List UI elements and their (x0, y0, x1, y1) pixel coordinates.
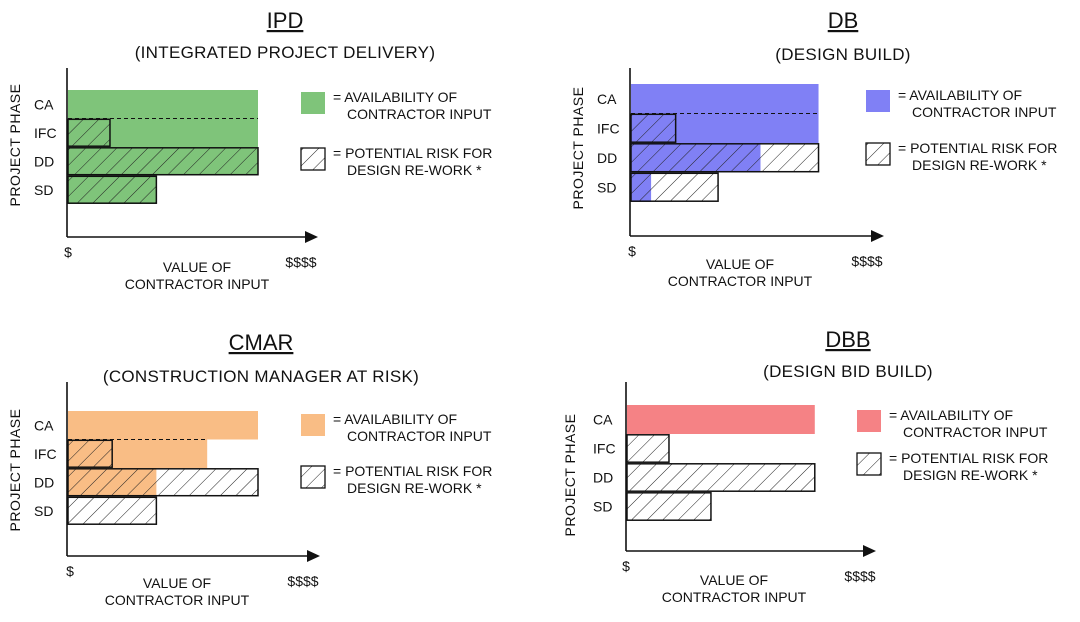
ipd-legend-risk-line1: = POTENTIAL RISK FOR (333, 145, 492, 161)
cmar-risk-bar-ifc (67, 439, 113, 468)
cmar-y-axis-label: PROJECT PHASE (7, 409, 23, 532)
db-x-axis-label-line1: VALUE OF (706, 256, 774, 272)
db-x-start-label: $ (628, 243, 636, 259)
dbb-chart-subtitle: (DESIGN BID BUILD) (763, 362, 933, 381)
dbb-category-label-ifc: IFC (593, 441, 616, 457)
ipd-category-label-ca: CA (34, 96, 54, 112)
dbb-x-axis-label-line2: CONTRACTOR INPUT (662, 589, 807, 605)
db-risk-bar-sd (630, 172, 719, 202)
ipd-x-end-label: $$$$ (285, 254, 316, 270)
cmar-legend-risk-line1: = POTENTIAL RISK FOR (333, 463, 492, 479)
db-x-axis-label-line2: CONTRACTOR INPUT (668, 273, 813, 289)
ipd-category-label-sd: SD (34, 182, 53, 198)
dbb-y-axis-label: PROJECT PHASE (562, 414, 578, 537)
ipd-risk-bar-dd (67, 147, 259, 176)
ipd-legend-risk-line2: DESIGN RE-WORK * (347, 162, 482, 178)
ipd-y-axis-label: PROJECT PHASE (7, 84, 23, 207)
dbb-x-end-label: $$$$ (844, 568, 875, 584)
dbb-x-axis-label-line1: VALUE OF (700, 572, 768, 588)
cmar-legend-availability-line2: CONTRACTOR INPUT (347, 428, 492, 444)
cmar-risk-bar-sd (67, 496, 158, 525)
ipd-chart-subtitle: (INTEGRATED PROJECT DELIVERY) (135, 43, 436, 62)
db-x-end-label: $$$$ (851, 253, 882, 269)
dbb-risk-bar-sd (626, 492, 712, 521)
cmar-availability-bar-ca (68, 411, 258, 440)
dbb-x-axis-arrow-icon (863, 545, 876, 557)
db-risk-bar-ifc (630, 113, 677, 143)
cmar-category-label-ca: CA (34, 417, 54, 433)
cmar-category-label-dd: DD (34, 474, 54, 490)
cmar-chart-subtitle: (CONSTRUCTION MANAGER AT RISK) (103, 367, 419, 386)
ipd-x-axis-label-line2: CONTRACTOR INPUT (125, 276, 270, 292)
ipd-x-start-label: $ (64, 244, 72, 260)
cmar-risk-bar-dd (67, 468, 259, 497)
cmar-category-label-sd: SD (34, 503, 53, 519)
cmar-legend-availability-line1: = AVAILABILITY OF (333, 411, 457, 427)
db-category-label-ca: CA (597, 91, 617, 107)
dbb-legend-availability-swatch (857, 410, 881, 432)
db-risk-bar-dd (630, 143, 820, 173)
cmar-chart-title: CMAR (229, 330, 294, 355)
db-category-label-ifc: IFC (597, 120, 620, 136)
db-legend-availability-line2: CONTRACTOR INPUT (912, 104, 1057, 120)
ipd-availability-bar-ca (68, 90, 258, 119)
ipd-x-axis-arrow-icon (305, 231, 318, 243)
cmar-category-label-ifc: IFC (34, 446, 57, 462)
dbb-risk-bar-ifc (626, 434, 670, 463)
ipd-legend-availability-swatch (301, 92, 325, 114)
dbb-legend-availability-line2: CONTRACTOR INPUT (903, 424, 1048, 440)
ipd-category-label-dd: DD (34, 153, 54, 169)
db-legend-availability-line1: = AVAILABILITY OF (898, 87, 1022, 103)
dbb-category-label-sd: SD (593, 499, 612, 515)
dbb-availability-bar-ca (627, 405, 815, 434)
dbb-legend-risk-swatch (856, 452, 882, 476)
ipd-risk-bar-sd (67, 175, 158, 204)
dbb-legend-availability-line1: = AVAILABILITY OF (889, 407, 1013, 423)
cmar-legend-availability-swatch (301, 414, 325, 436)
cmar-legend-risk-line2: DESIGN RE-WORK * (347, 480, 482, 496)
db-category-label-sd: SD (597, 179, 616, 195)
db-x-axis-arrow-icon (871, 230, 884, 242)
cmar-legend-risk-swatch (300, 465, 326, 489)
dbb-legend-risk-line2: DESIGN RE-WORK * (903, 467, 1038, 483)
ipd-chart-title: IPD (267, 8, 304, 33)
cmar-x-start-label: $ (66, 563, 74, 579)
dbb-chart-title: DBB (825, 327, 870, 352)
dbb-legend-risk-line1: = POTENTIAL RISK FOR (889, 450, 1048, 466)
db-legend-risk-line1: = POTENTIAL RISK FOR (898, 140, 1057, 156)
dbb-x-start-label: $ (622, 558, 630, 574)
ipd-legend-risk-swatch (300, 147, 326, 171)
db-legend-availability-swatch (866, 90, 890, 112)
db-chart-subtitle: (DESIGN BUILD) (775, 45, 911, 64)
dbb-category-label-dd: DD (593, 470, 613, 486)
cmar-x-axis-label-line2: CONTRACTOR INPUT (105, 592, 250, 608)
dbb-category-label-ca: CA (593, 412, 613, 428)
db-y-axis-label: PROJECT PHASE (570, 87, 586, 210)
cmar-x-axis-arrow-icon (307, 550, 320, 562)
cmar-x-axis-label-line1: VALUE OF (143, 575, 211, 591)
ipd-category-label-ifc: IFC (34, 125, 57, 141)
ipd-legend-availability-line2: CONTRACTOR INPUT (347, 106, 492, 122)
db-category-label-dd: DD (597, 150, 617, 166)
ipd-risk-bar-ifc (67, 118, 111, 147)
ipd-x-axis-label-line1: VALUE OF (163, 259, 231, 275)
db-availability-bar-ca (631, 84, 819, 114)
dbb-risk-bar-dd (626, 463, 816, 492)
db-legend-risk-line2: DESIGN RE-WORK * (912, 157, 1047, 173)
db-legend-risk-swatch (865, 142, 891, 166)
ipd-legend-availability-line1: = AVAILABILITY OF (333, 89, 457, 105)
cmar-x-end-label: $$$$ (287, 573, 318, 589)
db-chart-title: DB (828, 8, 859, 33)
